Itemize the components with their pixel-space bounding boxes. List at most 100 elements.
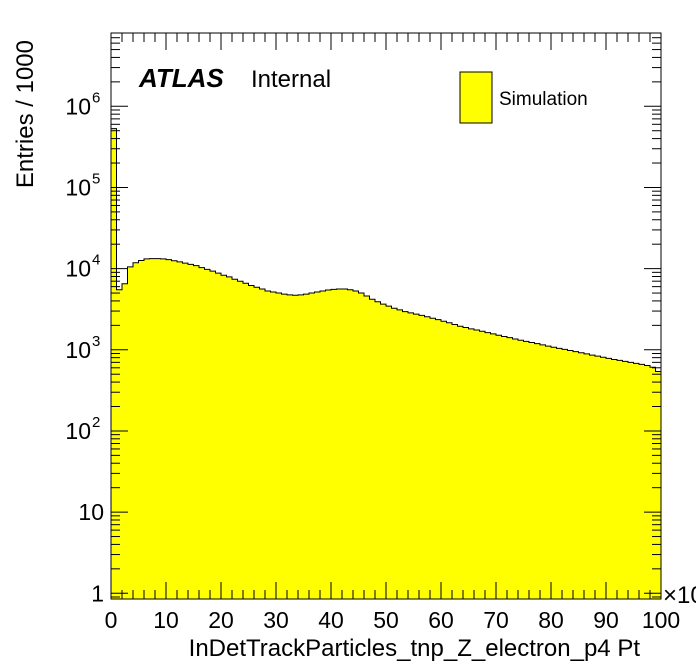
legend-label: Simulation xyxy=(499,89,588,110)
histogram-bar xyxy=(413,314,420,599)
internal-label: Internal xyxy=(251,66,331,93)
histogram-bar xyxy=(364,295,370,599)
histogram-bar xyxy=(166,259,172,599)
x-axis-title: InDetTrackParticles_tnp_Z_electron_p4 Pt xyxy=(189,635,641,662)
histogram-bar xyxy=(617,360,623,599)
histogram-bar xyxy=(347,289,354,599)
histogram-bar xyxy=(534,343,541,599)
histogram-bar xyxy=(556,348,563,599)
histogram-bar xyxy=(611,359,618,599)
y-tick-exponent: 4 xyxy=(92,252,100,269)
y-tick-exponent: 5 xyxy=(92,170,100,187)
histogram-bar xyxy=(204,269,211,599)
histogram-bar xyxy=(463,327,469,599)
x-tick-label: 80 xyxy=(538,607,564,633)
histogram-bar xyxy=(446,322,453,599)
histogram-bar xyxy=(540,344,546,599)
histogram-bar xyxy=(529,342,535,599)
x-exponent-label: ×10 xyxy=(663,582,696,609)
x-tick-labels: 0 10 20 30 40 50 60 70 80 90 100 xyxy=(105,607,681,633)
y-tick-label: 10 xyxy=(65,256,91,282)
histogram-bar xyxy=(644,365,651,599)
histogram-bar xyxy=(501,336,508,599)
histogram-bar xyxy=(232,279,238,599)
y-tick-label: 10 xyxy=(65,93,91,119)
histogram-bar xyxy=(358,293,365,599)
histogram-bar xyxy=(408,312,414,599)
x-tick-label: 40 xyxy=(318,607,344,633)
histogram-bar xyxy=(177,261,183,599)
histogram-bar xyxy=(309,293,315,599)
atlas-label: ATLAS xyxy=(138,63,224,93)
histogram-bar xyxy=(496,335,502,599)
x-tick-label: 20 xyxy=(208,607,234,633)
histogram-bar xyxy=(419,315,425,599)
histogram-bar xyxy=(424,316,431,599)
histogram-bar xyxy=(248,285,255,599)
histogram-bar xyxy=(116,289,123,599)
y-tick-label: 10 xyxy=(65,174,91,200)
histogram-bar xyxy=(518,340,524,599)
histogram-bar xyxy=(182,263,189,599)
histogram-bar xyxy=(259,289,266,599)
histogram-bar xyxy=(485,332,491,599)
histogram-bar xyxy=(133,262,139,599)
histogram-outline xyxy=(110,128,662,599)
histogram-bar xyxy=(551,347,557,599)
histogram-bar xyxy=(237,281,244,599)
histogram-bar xyxy=(628,362,634,599)
histogram-bar xyxy=(391,308,398,599)
histogram-bar xyxy=(221,275,227,599)
histogram-bar xyxy=(512,338,519,599)
histogram-bar xyxy=(122,283,128,599)
histogram-bar xyxy=(452,324,458,599)
histogram-bar xyxy=(397,309,403,599)
histogram-bar xyxy=(149,258,156,599)
histogram-bar xyxy=(468,328,475,599)
histogram-bar xyxy=(254,287,260,599)
histogram-bar xyxy=(199,267,205,599)
histogram-bar xyxy=(606,358,612,599)
histogram-bar xyxy=(490,333,497,599)
histogram-bar xyxy=(655,371,662,599)
histogram-bar xyxy=(138,260,145,599)
histogram-bar xyxy=(303,294,310,599)
histogram-bar xyxy=(243,283,249,599)
histogram-bar xyxy=(171,260,178,599)
histogram-bar xyxy=(430,318,436,599)
y-tick-exponent: 2 xyxy=(92,414,100,431)
histogram-bar xyxy=(633,363,640,599)
histogram-bar xyxy=(457,326,464,599)
x-tick-label: 30 xyxy=(263,607,289,633)
histogram-bar xyxy=(589,355,596,599)
histogram-bar xyxy=(160,258,167,599)
histogram-bar xyxy=(573,351,579,599)
histogram-bar xyxy=(435,319,442,599)
histogram-bar xyxy=(188,264,194,599)
histogram-bar xyxy=(336,289,343,599)
y-axis-title: Entries / 1000 xyxy=(12,40,39,188)
histogram-bar xyxy=(545,346,552,599)
histogram-bar xyxy=(331,289,337,599)
histogram-bar xyxy=(650,367,656,599)
histogram-bar xyxy=(567,350,574,599)
y-tick-label: 1 xyxy=(91,580,104,606)
histogram-bar xyxy=(369,299,376,599)
histogram-bar xyxy=(507,337,513,599)
histogram-bar xyxy=(600,357,607,599)
y-tick-label: 10 xyxy=(65,337,91,363)
histogram-bar xyxy=(353,291,359,599)
histogram-bar xyxy=(270,292,277,599)
x-tick-label: 60 xyxy=(428,607,454,633)
histogram-bar xyxy=(298,294,304,599)
histogram-bars xyxy=(111,128,662,599)
legend-swatch xyxy=(459,71,493,124)
histogram-bar xyxy=(292,295,299,599)
x-tick-label: 100 xyxy=(642,607,680,633)
histogram-bar xyxy=(281,294,288,599)
histogram-bar xyxy=(144,258,150,599)
x-tick-label: 50 xyxy=(373,607,399,633)
x-tick-label: 10 xyxy=(153,607,179,633)
